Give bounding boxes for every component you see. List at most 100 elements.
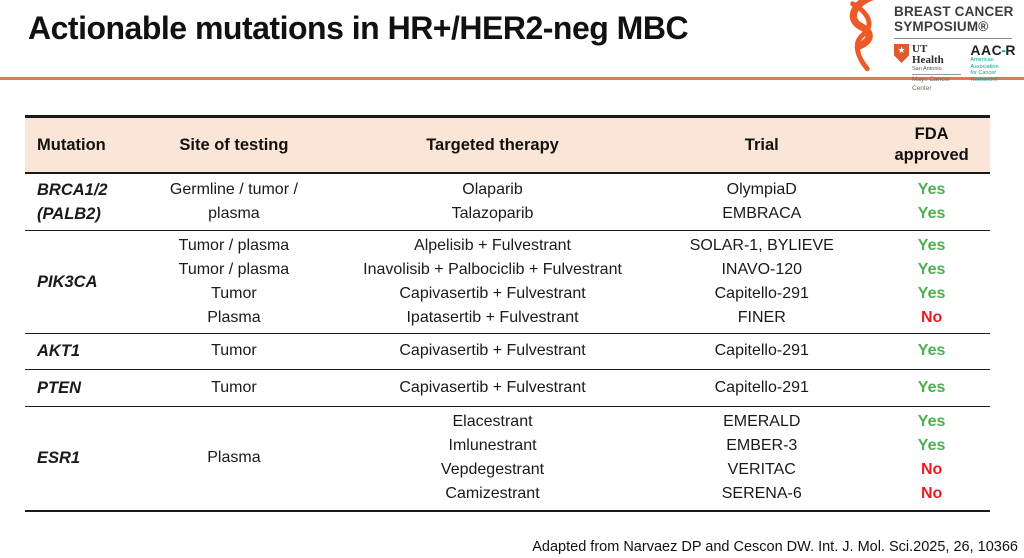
targeted-therapy-cell: Capivasertib + Fulvestrant <box>334 332 651 369</box>
trial-value: FINER <box>737 308 786 326</box>
therapy-value: Camizestrant <box>445 485 540 503</box>
mutation-name: (PALB2) <box>37 204 101 223</box>
table-row: BRCA1/2 (PALB2) Germline / tumor / plasma Ol… <box>25 173 990 230</box>
mutation-name: PTEN <box>37 378 82 397</box>
mays-cancer-center: Mays Cancer Center <box>912 76 951 92</box>
targeted-therapy-cell: Capivasertib + Fulvestrant <box>334 368 651 406</box>
fda-status: No <box>920 308 943 326</box>
therapy-value: Vepdegestrant <box>440 461 545 479</box>
mutation-cell: BRCA1/2 (PALB2) <box>25 173 133 230</box>
fda-status: Yes <box>917 342 946 359</box>
trial-value: SOLAR-1, BYLIEVE <box>689 236 834 254</box>
trial-value: EMERALD <box>723 413 801 431</box>
trial-cell: SOLAR-1, BYLIEVE INAVO-120 Capitello-291 FI… <box>650 229 874 333</box>
trial-cell: Capitello-291 <box>650 332 874 369</box>
site-value: Tumor <box>211 284 257 302</box>
trial-value: VERITAC <box>727 461 796 479</box>
mutation-cell: PTEN <box>25 368 134 406</box>
therapy-value: Talazoparib <box>451 204 534 222</box>
fda-status: Yes <box>917 180 946 198</box>
sabcs-org-line2: SYMPOSIUM® <box>894 19 989 34</box>
therapy-value: Capivasertib + Fulvestrant <box>399 284 586 302</box>
title-underline <box>0 77 1024 80</box>
site-value: Tumor <box>211 342 257 359</box>
mutation-name: BRCA1/2 <box>37 180 108 199</box>
therapy-value: Inavolisib + Palbociclib + Fulvestrant <box>363 260 622 278</box>
site-value: plasma <box>208 204 260 222</box>
logo-divider <box>894 38 1012 39</box>
mutation-name: PIK3CA <box>37 272 98 291</box>
aacr-wordmark: AAC-R <box>970 42 1017 58</box>
fda-approved-cell: Yes Yes <box>873 173 990 230</box>
mutation-name: AKT1 <box>37 342 81 360</box>
fda-status: No <box>920 485 943 503</box>
therapy-value: Capivasertib + Fulvestrant <box>399 342 586 359</box>
column-header: Trial <box>650 115 874 174</box>
therapy-value: Olaparib <box>462 180 523 198</box>
site-of-testing-cell: Tumor <box>133 368 335 406</box>
mutation-cell: ESR1 <box>25 405 134 512</box>
trial-value: EMBRACA <box>722 204 802 222</box>
table-row: AKT1 Tumor Capivasertib + Fulvestrant Capit… <box>25 332 990 369</box>
targeted-therapy-cell: Alpelisib + Fulvestrant Inavolisib + Palb… <box>334 229 651 333</box>
trial-value: Capitello-291 <box>714 284 809 302</box>
ut-shield-icon: ★ <box>894 44 909 63</box>
therapy-value: Alpelisib + Fulvestrant <box>414 236 571 254</box>
table-row: ESR1 Plasma Elacestrant Imlunestrant Vepdege… <box>25 405 990 512</box>
targeted-therapy-cell: Olaparib Talazoparib <box>335 173 651 230</box>
trial-value: OlympiaD <box>726 180 797 198</box>
trial-cell: Capitello-291 <box>650 368 874 406</box>
trial-cell: OlympiaD EMBRACA <box>650 173 873 230</box>
site-value: Tumor / plasma <box>178 260 290 278</box>
aacr-subtitle-2: for Cancer Research® <box>970 70 998 83</box>
column-header: Mutation <box>25 115 134 174</box>
fda-approved-cell: Yes <box>873 332 990 369</box>
site-of-testing-cell: Tumor / plasma Tumor / plasma Tumor Plasma <box>133 229 335 333</box>
site-value: Plasma <box>207 308 261 326</box>
fda-status: Yes <box>917 260 946 278</box>
therapy-value: Elacestrant <box>452 413 533 431</box>
mutation-cell: AKT1 <box>25 332 134 369</box>
trial-value: INAVO-120 <box>721 260 803 278</box>
sabcs-ribbon-icon <box>849 0 875 72</box>
therapy-value: Imlunestrant <box>448 437 537 455</box>
targeted-therapy-cell: Elacestrant Imlunestrant Vepdegestrant Cami… <box>334 405 651 512</box>
table-header-row: Mutation Site of testing Targeted therapy T… <box>25 115 990 174</box>
fda-status: Yes <box>917 204 946 222</box>
column-header: Targeted therapy <box>334 115 651 174</box>
ut-health-city: San Antonio <box>912 66 962 75</box>
trial-value: Capitello-291 <box>714 342 809 359</box>
mutation-table-body: BRCA1/2 (PALB2) Germline / tumor / plasma Ol… <box>25 173 990 512</box>
ut-health-name: UT Health <box>912 43 944 66</box>
therapy-value: Capivasertib + Fulvestrant <box>399 378 586 396</box>
mutation-table-container: Mutation Site of testing Targeted therapy T… <box>25 115 990 512</box>
column-header: FDA approved <box>873 115 990 174</box>
trial-cell: EMERALD EMBER-3 VERITAC SERENA-6 <box>650 405 874 512</box>
mutation-name: ESR1 <box>37 449 81 468</box>
table-row: PTEN Tumor Capivasertib + Fulvestrant Capit… <box>25 368 990 406</box>
sabcs-org-line1: BREAST CANCER <box>894 4 1014 19</box>
site-of-testing-cell: Germline / tumor / plasma <box>133 173 335 230</box>
fda-status: Yes <box>917 378 946 396</box>
fda-status: No <box>920 461 943 479</box>
site-of-testing-cell: Plasma <box>133 405 335 512</box>
aacr-logo: AAC-R American Association for Cancer Re… <box>970 42 1018 83</box>
site-of-testing-cell: Tumor <box>133 332 335 369</box>
aacr-dash: - <box>1001 42 1007 58</box>
sabcs-logo: BREAST CANCER SYMPOSIUM® ★ UT Health San… <box>838 0 1018 93</box>
sabcs-logo-text: BREAST CANCER SYMPOSIUM® ★ UT Health San… <box>894 0 1018 93</box>
fda-approved-cell: Yes <box>873 368 990 406</box>
column-header: Site of testing <box>133 115 335 174</box>
aacr-subtitle-1: American Association <box>970 57 999 70</box>
trial-value: Capitello-291 <box>714 378 809 396</box>
site-value: Plasma <box>207 449 261 467</box>
site-value: Germline / tumor / <box>169 180 298 198</box>
star-icon: ★ <box>897 45 906 55</box>
fda-status: Yes <box>917 236 946 254</box>
table-row: PIK3CA Tumor / plasma Tumor / plasma Tumor P… <box>25 229 990 333</box>
site-value: Tumor <box>211 378 257 396</box>
mutation-table: Mutation Site of testing Targeted therapy T… <box>25 115 990 512</box>
site-value: Tumor / plasma <box>178 236 290 254</box>
partner-logos: ★ UT Health San Antonio Mays Cancer Cent… <box>894 42 1018 93</box>
trial-value: SERENA-6 <box>721 485 802 503</box>
